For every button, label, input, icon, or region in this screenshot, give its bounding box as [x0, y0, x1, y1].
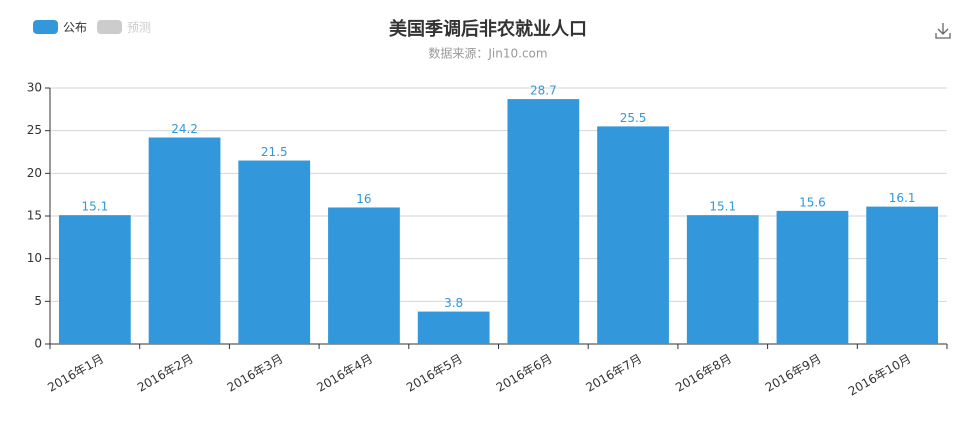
x-tick-label: 2016年6月 — [494, 352, 555, 395]
y-tick-label: 20 — [27, 166, 42, 180]
x-tick-label: 2016年4月 — [314, 352, 375, 395]
y-tick-label: 25 — [27, 123, 42, 137]
legend-label[interactable]: 公布 — [63, 21, 87, 35]
value-label: 16 — [356, 192, 371, 206]
x-tick-label: 2016年2月 — [135, 352, 196, 395]
chart-title: 美国季调后非农就业人口 — [389, 18, 587, 40]
x-tick-label: 2016年7月 — [583, 352, 644, 395]
y-tick-label: 10 — [27, 251, 42, 265]
value-label: 24.2 — [171, 122, 198, 136]
legend-swatch[interactable] — [97, 20, 123, 34]
bar — [58, 215, 131, 344]
y-tick-label: 30 — [27, 81, 42, 95]
bar — [776, 210, 849, 344]
y-tick-label: 0 — [34, 337, 42, 351]
bar — [328, 207, 400, 344]
bar — [417, 311, 490, 344]
value-label: 15.6 — [799, 195, 826, 209]
legend-label[interactable]: 预测 — [127, 21, 151, 35]
bar — [597, 126, 669, 345]
value-label: 25.5 — [620, 111, 647, 125]
x-tick-label: 2016年8月 — [673, 352, 734, 395]
value-label: 15.1 — [709, 200, 736, 214]
bar — [686, 215, 759, 344]
value-label: 15.1 — [81, 200, 108, 214]
x-tick-label: 2016年10月 — [846, 352, 913, 399]
legend-swatch[interactable] — [33, 20, 58, 34]
download-icon[interactable] — [935, 23, 951, 39]
bar — [148, 137, 221, 344]
bar — [238, 160, 311, 344]
chart-subtitle: 数据来源：Jin10.com — [428, 46, 547, 61]
value-label: 16.1 — [889, 191, 916, 205]
bar — [507, 99, 580, 345]
y-tick-label: 5 — [34, 294, 42, 308]
value-label: 3.8 — [444, 296, 463, 310]
x-tick-label: 2016年9月 — [763, 352, 824, 395]
download-glyph[interactable] — [935, 23, 951, 39]
value-label: 21.5 — [261, 145, 288, 159]
value-label: 28.7 — [530, 84, 557, 98]
y-tick-label: 15 — [27, 209, 42, 223]
x-tick-label: 2016年5月 — [404, 352, 465, 395]
x-tick-label: 2016年1月 — [45, 352, 106, 395]
bar — [866, 206, 939, 344]
x-tick-label: 2016年3月 — [225, 352, 286, 395]
